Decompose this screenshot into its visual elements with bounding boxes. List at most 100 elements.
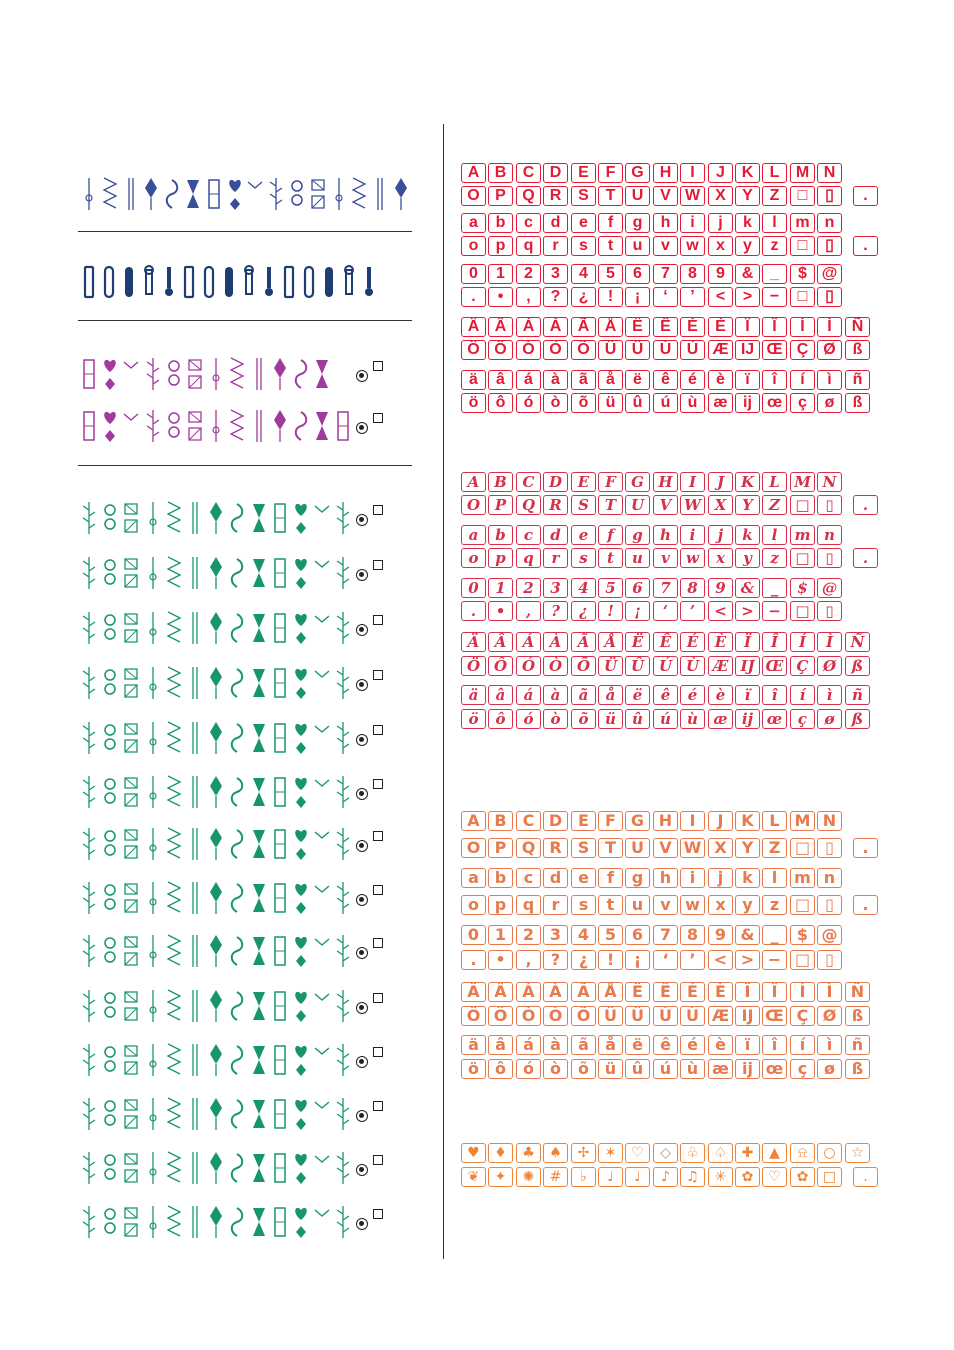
- decorative-stitch-icon[interactable]: [165, 500, 183, 536]
- block-font-character-key[interactable]: •: [488, 287, 513, 307]
- script-font-character-key[interactable]: X: [708, 495, 733, 515]
- utility-stitch-icon[interactable]: [288, 176, 306, 212]
- decorative-stitch-icon[interactable]: [313, 555, 331, 591]
- decorative-stitch-icon[interactable]: [271, 988, 289, 1024]
- checkbox-icon[interactable]: [373, 560, 383, 570]
- block-font-character-key[interactable]: Ä: [461, 317, 486, 337]
- block-font-character-key[interactable]: Ô: [488, 340, 513, 360]
- decorative-stitch-icon[interactable]: [271, 826, 289, 862]
- outline-font-character-key[interactable]: ö: [461, 1059, 486, 1079]
- script-font-character-key[interactable]: Ì: [817, 632, 842, 652]
- outline-font-character-key[interactable]: F: [598, 811, 623, 831]
- script-font-character-key[interactable]: w: [680, 548, 705, 568]
- symbols-character-key[interactable]: ♡: [762, 1167, 787, 1187]
- decorative-stitch-icon[interactable]: [250, 555, 268, 591]
- outline-font-character-key[interactable]: É: [680, 982, 705, 1002]
- radio-dot-icon[interactable]: [356, 1056, 368, 1068]
- decorative-stitch-icon[interactable]: [144, 555, 162, 591]
- satin-stitch-icon[interactable]: [165, 356, 183, 392]
- radio-dot-icon[interactable]: [356, 894, 368, 906]
- script-font-character-key[interactable]: û: [625, 709, 650, 729]
- outline-font-character-key[interactable]: œ: [762, 1059, 787, 1079]
- script-font-character-key[interactable]: >: [735, 601, 760, 621]
- block-font-character-key[interactable]: û: [625, 393, 650, 413]
- script-font-character-key[interactable]: k: [735, 525, 760, 545]
- script-font-character-key[interactable]: v: [653, 548, 678, 568]
- decorative-stitch-icon[interactable]: [271, 665, 289, 701]
- block-font-character-key[interactable]: q: [516, 236, 541, 256]
- decorative-stitch-icon[interactable]: [292, 774, 310, 810]
- decorative-stitch-icon[interactable]: [80, 774, 98, 810]
- decorative-stitch-icon[interactable]: [292, 720, 310, 756]
- block-font-character-key[interactable]: Ì: [817, 317, 842, 337]
- outline-font-character-key[interactable]: ü: [598, 1059, 623, 1079]
- block-font-character-key[interactable]: 7: [653, 264, 678, 284]
- script-font-character-key[interactable]: Ç: [790, 656, 815, 676]
- outline-font-character-key[interactable]: W: [680, 838, 705, 858]
- symbols-character-key[interactable]: ❦: [461, 1167, 486, 1187]
- symbols-character-key[interactable]: ♩: [598, 1167, 623, 1187]
- outline-font-character-key[interactable]: ¿: [571, 950, 596, 970]
- script-font-character-key[interactable]: ù: [680, 709, 705, 729]
- utility-stitch-icon[interactable]: [309, 176, 327, 212]
- decorative-stitch-icon[interactable]: [228, 555, 246, 591]
- outline-font-character-key[interactable]: 4: [571, 925, 596, 945]
- script-font-character-key[interactable]: ô: [488, 709, 513, 729]
- decorative-stitch-icon[interactable]: [207, 1042, 225, 1078]
- block-font-character-key[interactable]: −: [762, 287, 787, 307]
- script-font-character-key[interactable]: œ: [762, 709, 787, 729]
- script-font-character-key[interactable]: ß: [845, 656, 870, 676]
- script-font-character-key[interactable]: Õ: [571, 656, 596, 676]
- block-font-character-key[interactable]: O: [461, 186, 486, 206]
- block-font-character-key[interactable]: 2: [516, 264, 541, 284]
- block-font-character-key[interactable]: Ã: [571, 317, 596, 337]
- script-font-character-key[interactable]: B: [488, 472, 513, 492]
- decorative-stitch-icon[interactable]: [144, 500, 162, 536]
- satin-stitch-icon[interactable]: [165, 408, 183, 444]
- script-font-character-key[interactable]: Ä: [461, 632, 486, 652]
- block-font-character-key[interactable]: È: [708, 317, 733, 337]
- utility-stitch-icon[interactable]: [80, 176, 98, 212]
- decorative-stitch-icon[interactable]: [228, 665, 246, 701]
- block-font-character-key[interactable]: Ñ: [845, 317, 870, 337]
- satin-stitch-icon[interactable]: [122, 356, 140, 392]
- decorative-stitch-icon[interactable]: [101, 826, 119, 862]
- decorative-stitch-icon[interactable]: [101, 988, 119, 1024]
- block-font-character-key[interactable]: k: [735, 213, 760, 233]
- buttonholes-stitch-icon[interactable]: [320, 264, 338, 300]
- decorative-stitch-icon[interactable]: [334, 610, 352, 646]
- outline-font-character-key[interactable]: î: [762, 1035, 787, 1055]
- outline-font-character-key[interactable]: $: [790, 925, 815, 945]
- script-font-character-key[interactable]: K: [735, 472, 760, 492]
- block-font-character-key[interactable]: ö: [461, 393, 486, 413]
- block-font-character-key[interactable]: æ: [708, 393, 733, 413]
- decorative-stitch-icon[interactable]: [207, 774, 225, 810]
- outline-font-character-key[interactable]: n: [817, 868, 842, 888]
- decorative-stitch-icon[interactable]: [122, 665, 140, 701]
- block-font-character-key[interactable]: ä: [461, 370, 486, 390]
- symbols-character-key[interactable]: ✳: [708, 1167, 733, 1187]
- block-font-character-key[interactable]: Ø: [817, 340, 842, 360]
- block-font-character-key[interactable]: ß: [845, 340, 870, 360]
- satin-stitch-icon[interactable]: [80, 356, 98, 392]
- decorative-stitch-icon[interactable]: [334, 933, 352, 969]
- decorative-stitch-icon[interactable]: [186, 720, 204, 756]
- block-font-character-key[interactable]: õ: [571, 393, 596, 413]
- script-font-character-key[interactable]: ¡: [625, 601, 650, 621]
- block-font-character-key[interactable]: Q: [516, 186, 541, 206]
- script-font-character-key[interactable]: á: [516, 685, 541, 705]
- block-font-character-key[interactable]: 8: [680, 264, 705, 284]
- outline-font-character-key[interactable]: K: [735, 811, 760, 831]
- decorative-stitch-icon[interactable]: [165, 555, 183, 591]
- script-font-character-key[interactable]: Æ: [708, 656, 733, 676]
- block-font-character-key[interactable]: d: [543, 213, 568, 233]
- radio-dot-icon[interactable]: [356, 679, 368, 691]
- checkbox-icon[interactable]: [373, 779, 383, 789]
- decorative-stitch-icon[interactable]: [271, 880, 289, 916]
- decorative-stitch-icon[interactable]: [80, 988, 98, 1024]
- outline-font-character-key[interactable]: I: [680, 811, 705, 831]
- outline-font-character-key[interactable]: i: [680, 868, 705, 888]
- decorative-stitch-icon[interactable]: [334, 1042, 352, 1078]
- block-font-character-key[interactable]: Î: [762, 317, 787, 337]
- buttonholes-stitch-icon[interactable]: [220, 264, 238, 300]
